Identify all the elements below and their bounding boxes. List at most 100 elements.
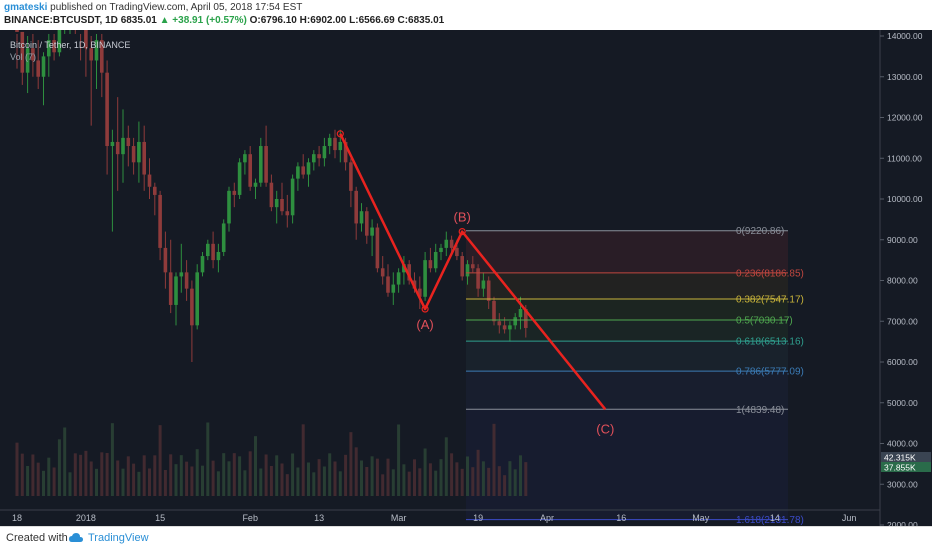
candle-body [312,154,316,163]
price-tick-label: 9000.00 [887,235,918,245]
candle-body [163,247,168,273]
candle-body [380,268,385,277]
volume-bar [89,461,93,496]
candle-body [253,182,258,187]
volume-bar [349,432,353,496]
volume-bar [121,468,125,496]
fib-label: 0.5(7030.17) [736,316,793,327]
candle-body [89,48,93,61]
fib-zone [466,409,788,520]
wave-label-a: (A) [416,317,433,332]
volume-bar [386,458,390,496]
ohlc-high: H:6902.00 [299,15,347,26]
volume-bar [84,450,88,496]
time-tick-label: May [692,513,710,523]
volume-badge [881,452,931,462]
candle-body [375,227,380,269]
volume-badge-label: 37.855K [884,463,916,473]
volume-bar [20,453,24,496]
chart-panel[interactable]: 0(9220.86) 0.236(8186.85) 0.382(7547.17) 0.… [0,0,932,530]
candle-body [327,137,332,147]
candle-body [486,280,491,301]
candle-body [110,141,115,147]
volume-bar [524,462,528,496]
volume-badge [881,462,931,472]
candle-body [259,146,263,183]
candle-body [444,239,449,248]
volume-bar [397,424,401,496]
volume-bar [375,458,379,496]
candle-body [471,264,475,269]
candle-body [84,27,88,49]
candle-body [195,272,199,326]
volume-bar [439,459,443,496]
candle-body [15,15,19,32]
candle-body [216,251,221,261]
wave-point-a [421,305,429,313]
quote-line: BINANCE:BTCUSDT, 1D 6835.01 ▲ +38.91 (+0… [4,15,444,26]
time-tick-label: 16 [616,513,626,523]
candle-body [418,288,422,297]
candle-body [449,239,454,248]
fib-label: 0.618(6513.16) [736,337,804,348]
candle-body [200,256,205,273]
candle-body [20,31,25,73]
tradingview-brand[interactable]: TradingView [88,532,149,544]
volume-bar [201,465,204,496]
price-tick-label: 14000.00 [887,31,923,41]
volume-bar [153,455,157,496]
candle-body [153,186,157,195]
candle-body [354,190,358,224]
candle-body [290,178,295,216]
candle-body [31,48,35,61]
candle-body [105,72,109,147]
fib-label: 0(9220.86) [736,226,784,237]
author-link[interactable]: gmateski [4,2,48,13]
volume-bar [47,457,51,496]
volume-bar [31,454,35,496]
time-tick-label: 2018 [76,513,96,523]
volume-bar [317,459,321,496]
tradingview-cloud-icon [69,533,83,542]
candle-body [396,272,401,285]
candle-body [131,146,136,163]
last-price: 6835.01 [120,15,157,26]
volume-bar [428,463,432,496]
time-tick-label: 18 [12,513,22,523]
price-tick-label: 13000.00 [887,72,923,82]
price-tick-label: 10000.00 [887,194,923,204]
time-tick-label: 19 [473,513,483,523]
fib-label: 0.382(7547.17) [736,294,804,305]
price-chart[interactable]: 0(9220.86) 0.236(8186.85) 0.382(7547.17) 0.… [0,0,932,530]
candle-body [386,276,390,293]
candle-body [513,317,517,326]
price-tick-label: 3000.00 [887,479,918,489]
candle-body [227,190,231,224]
volume-bar [381,474,385,496]
candle-body [179,272,184,277]
publish-info: gmateski published on TradingView.com, A… [4,2,302,13]
volume-bar [275,455,279,496]
candle-body [237,162,242,195]
price-tick-label: 7000.00 [887,316,918,326]
volume-bar [264,454,268,496]
wave-label-c: (C) [596,421,614,436]
candle-body [232,190,237,195]
candle-body [47,40,51,57]
price-axis: 14000.00 13000.00 12000.00 11000.00 10000.00… [880,31,923,530]
volume-bar [296,467,300,496]
candle-body [115,141,120,155]
publish-text: published on TradingView.com, April 05, … [50,2,303,13]
candle-body [206,243,210,257]
volume-bar [503,475,507,496]
volume-bar [407,471,411,496]
price-tick-label: 2000.00 [887,520,918,526]
volume-bar [142,455,146,496]
candle-body [492,300,496,322]
time-tick-label: 14 [770,513,780,523]
volume-bar [291,453,295,496]
candle-body [497,321,502,326]
fib-zone [466,371,788,410]
time-tick-label: Mar [391,513,407,523]
